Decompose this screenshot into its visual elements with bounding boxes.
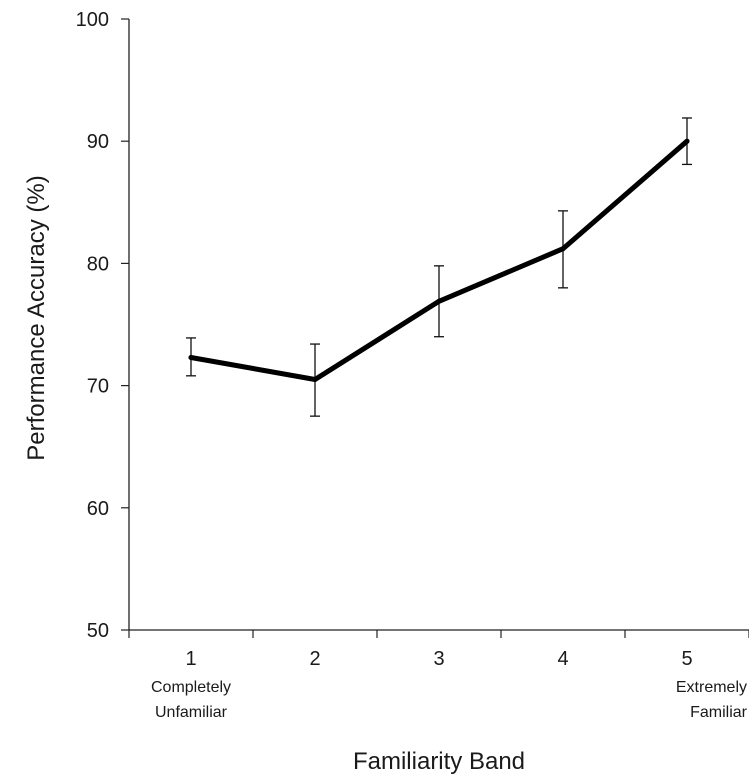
- x-tick-label: 1: [185, 648, 196, 670]
- x-category-sublabel: Completely: [151, 679, 231, 696]
- x-tick-label: 4: [557, 648, 568, 670]
- x-tick-label: 5: [681, 648, 692, 670]
- x-category-sublabel: Unfamiliar: [155, 704, 228, 721]
- x-tick-label: 3: [433, 648, 444, 670]
- series-line: [188, 138, 690, 382]
- tick-marks: [121, 18, 749, 638]
- data-point: [560, 246, 566, 252]
- series: [188, 138, 690, 382]
- y-tick-label: 60: [87, 498, 109, 520]
- x-category-sublabel: Extremely: [676, 679, 747, 696]
- x-tick-labels: 1 Completely Unfamiliar 2 3 4 5 Extremely Famili…: [151, 648, 748, 721]
- data-point: [684, 138, 690, 144]
- y-tick-label: 50: [87, 620, 109, 642]
- x-axis-title: Familiarity Band: [353, 748, 525, 775]
- y-tick-labels: 50 60 70 80 90 100: [76, 9, 109, 642]
- x-category-sublabel: Familiar: [690, 704, 748, 721]
- data-point: [436, 298, 442, 304]
- y-tick-label: 70: [87, 376, 109, 398]
- axes: [128, 19, 749, 631]
- data-point: [312, 376, 318, 382]
- y-tick-label: 100: [76, 9, 109, 31]
- y-tick-label: 90: [87, 131, 109, 153]
- data-point: [188, 354, 194, 360]
- y-tick-label: 80: [87, 253, 109, 275]
- x-tick-label: 2: [309, 648, 320, 670]
- y-axis-title: Performance Accuracy (%): [23, 175, 50, 460]
